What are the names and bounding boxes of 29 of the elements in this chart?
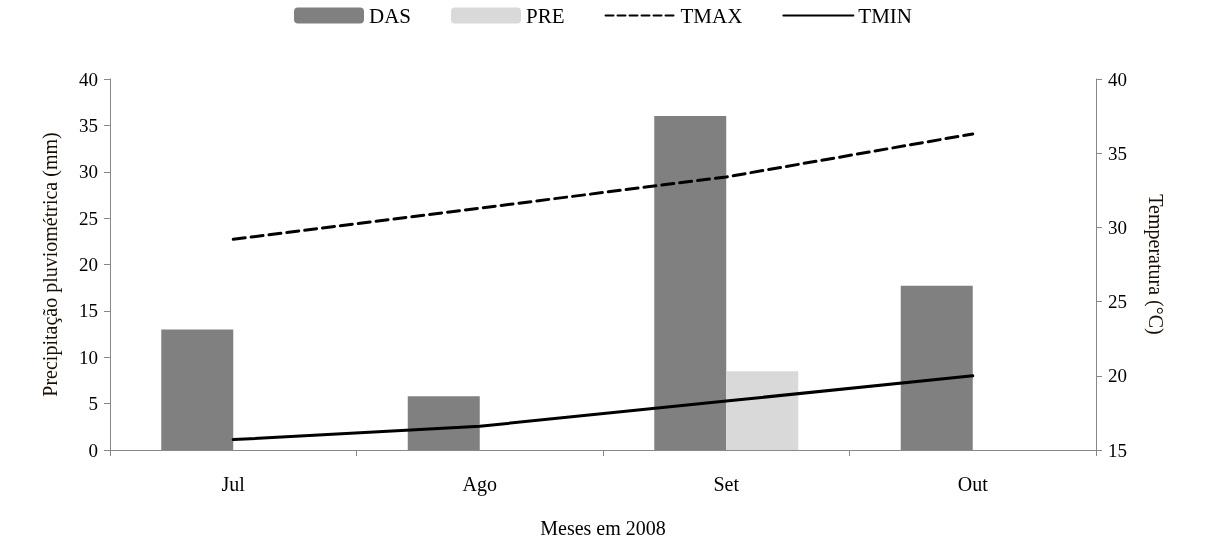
y-tick-label: 5 (88, 393, 98, 415)
y2-tick-label: 20 (1108, 365, 1127, 387)
x-tick-label: Out (957, 473, 989, 495)
y-tick-label: 0 (88, 439, 98, 461)
line-series (231, 374, 975, 442)
y-tick-label: 40 (79, 68, 98, 90)
legend-label: TMIN (858, 3, 913, 28)
legend-label: PRE (526, 3, 565, 28)
y-tick-label: 30 (79, 161, 98, 183)
y2-axis-title: Temperatura (°C) (1144, 194, 1167, 335)
bar (726, 371, 799, 450)
y-tick-label: 10 (79, 346, 98, 368)
y-tick-label: 25 (79, 207, 98, 229)
x-tick-label: Set (713, 473, 740, 495)
y2-tick-label: 25 (1108, 291, 1127, 313)
x-tick-label: Ago (462, 473, 497, 496)
x-tick-label: Jul (221, 473, 246, 495)
x-axis-title: Meses em 2008 (540, 517, 666, 539)
y-tick-label: 20 (79, 254, 98, 275)
y-axis-title: Precipitação pluviométrica (mm) (39, 132, 62, 397)
legend-label: DAS (368, 3, 412, 28)
y2-tick-label: 15 (1108, 439, 1127, 461)
y2-tick-label: 35 (1108, 142, 1127, 164)
y2-tick-label: 40 (1108, 68, 1127, 90)
line-series (231, 132, 975, 241)
y-tick-label: 15 (79, 300, 98, 322)
y-tick-label: 35 (79, 114, 98, 136)
legend-label: TMAX (680, 3, 743, 28)
y2-tick-label: 30 (1108, 216, 1127, 238)
